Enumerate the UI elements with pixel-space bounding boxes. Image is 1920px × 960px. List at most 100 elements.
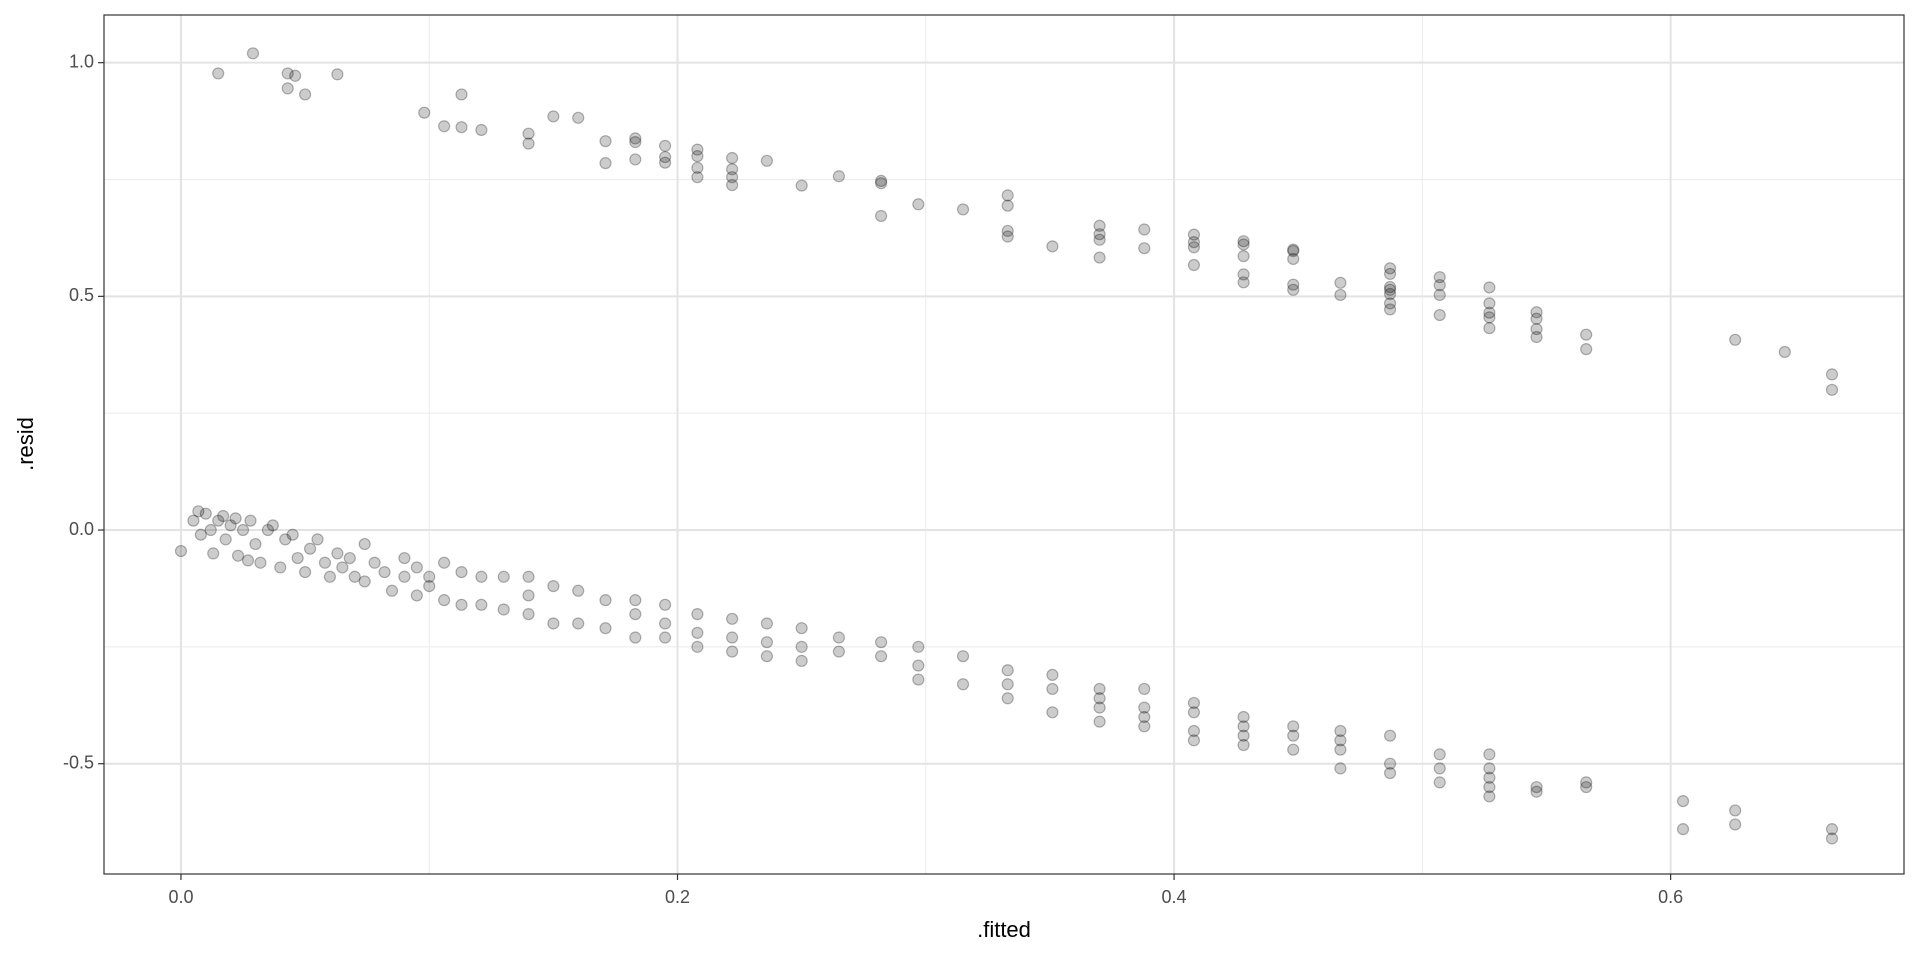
point [1433, 748, 1446, 761]
x-tick-label: 0.4 [1162, 887, 1187, 907]
point [599, 594, 612, 607]
point [1093, 701, 1106, 714]
point [1433, 271, 1446, 284]
point [599, 157, 612, 170]
point [368, 556, 381, 569]
point [1287, 244, 1300, 258]
point [279, 533, 292, 546]
point [1237, 738, 1250, 752]
point [1729, 804, 1742, 817]
point [726, 612, 739, 625]
point [1483, 281, 1496, 294]
point [217, 509, 230, 523]
point [956, 678, 970, 691]
point [629, 153, 642, 166]
point [572, 111, 585, 124]
point [1383, 766, 1397, 780]
point [1001, 678, 1014, 691]
point [659, 156, 672, 169]
point [726, 171, 739, 184]
point [1825, 368, 1839, 381]
x-tick-label: 0.0 [168, 887, 193, 907]
point [1046, 240, 1059, 253]
point [912, 659, 925, 672]
point [547, 617, 560, 630]
point [261, 523, 274, 537]
point [912, 673, 925, 686]
point [1187, 236, 1201, 249]
point [303, 542, 317, 555]
point [1483, 771, 1496, 784]
point [691, 608, 704, 621]
point [1093, 692, 1106, 705]
point [438, 120, 451, 133]
point [1138, 710, 1151, 724]
point [1334, 743, 1347, 756]
point [1580, 780, 1593, 794]
point [187, 514, 200, 527]
point [1580, 328, 1593, 341]
point [1383, 280, 1397, 294]
point [1334, 724, 1347, 738]
point [760, 636, 773, 649]
point [1237, 720, 1250, 733]
point [1287, 720, 1300, 733]
point [1093, 682, 1106, 696]
point [691, 171, 704, 184]
point [1433, 279, 1446, 292]
point [1383, 757, 1397, 770]
point [1483, 762, 1496, 775]
x-tick-label: 0.2 [665, 887, 690, 907]
point [1334, 276, 1347, 289]
point [1237, 238, 1250, 251]
point [207, 547, 220, 560]
point [286, 528, 299, 541]
point [547, 110, 560, 123]
y-tick-label: 0.5 [69, 285, 94, 305]
point [1001, 224, 1014, 238]
x-tick-label: 0.6 [1658, 887, 1683, 907]
point [475, 598, 488, 611]
point [331, 547, 344, 560]
point [795, 622, 808, 635]
point [1334, 288, 1347, 302]
point [629, 132, 642, 145]
point [1093, 251, 1106, 264]
point [299, 88, 312, 101]
point [1530, 330, 1543, 344]
point [274, 561, 287, 574]
point [1530, 780, 1543, 794]
point [199, 507, 212, 520]
point [1729, 333, 1742, 346]
point [832, 170, 845, 183]
point [547, 580, 560, 593]
y-axis-title: .resid [13, 417, 38, 471]
point [760, 617, 773, 630]
point [629, 136, 642, 149]
point [1287, 729, 1300, 742]
point [1237, 729, 1250, 742]
point [832, 645, 845, 658]
point [1187, 724, 1201, 738]
point [423, 570, 436, 583]
point [1483, 297, 1496, 310]
point [726, 645, 739, 658]
point [410, 561, 423, 574]
point [1433, 288, 1446, 302]
point [229, 512, 242, 525]
point [1825, 823, 1839, 836]
point [1729, 818, 1742, 831]
point [659, 617, 672, 630]
point [348, 570, 361, 583]
point [795, 640, 808, 653]
point [522, 608, 535, 621]
point [522, 589, 535, 602]
point [1676, 823, 1690, 836]
point [726, 631, 739, 644]
point [231, 549, 245, 562]
point [1530, 785, 1543, 798]
point [1825, 832, 1839, 845]
point [1483, 790, 1496, 803]
point [1433, 762, 1446, 775]
point [331, 68, 344, 81]
